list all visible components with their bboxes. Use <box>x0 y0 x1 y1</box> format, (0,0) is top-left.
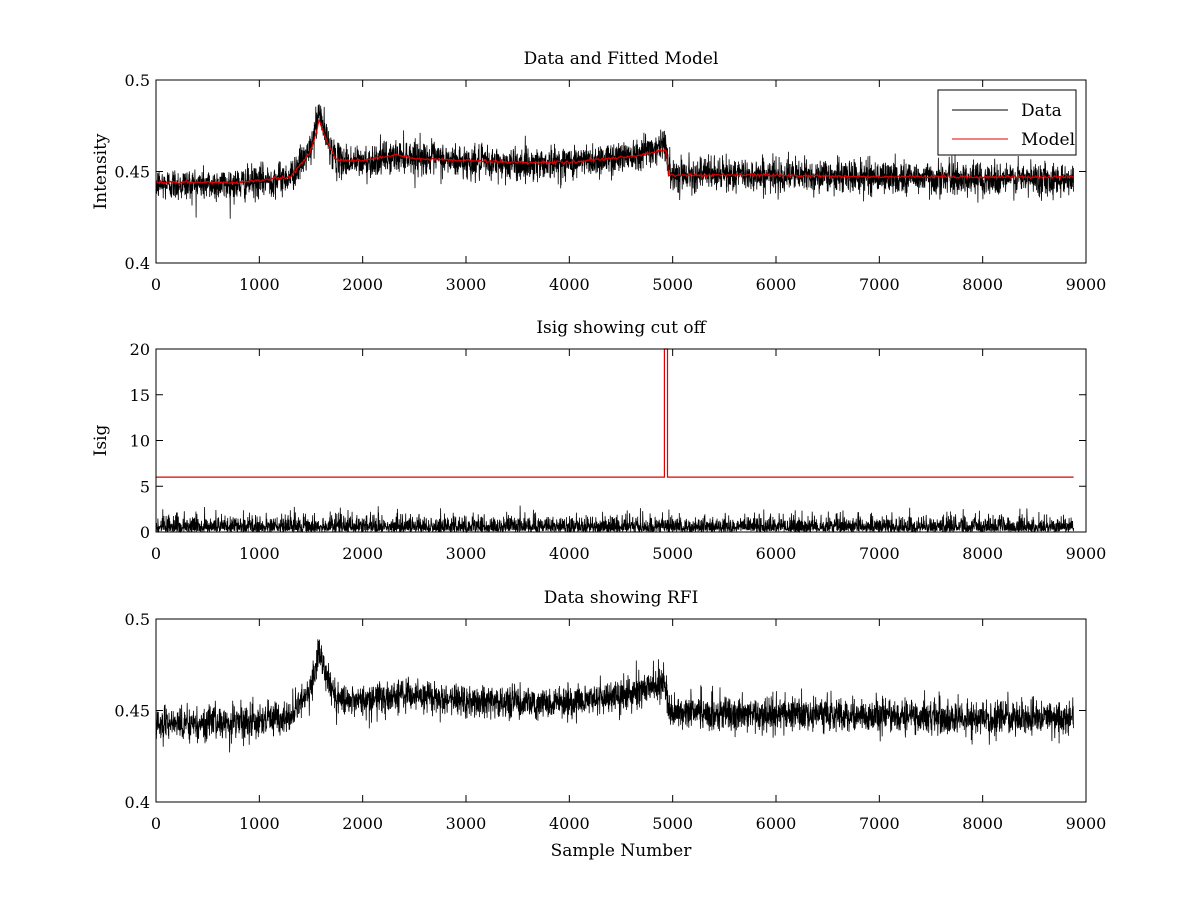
panel-0-legend: Data Model <box>937 89 1077 156</box>
x-tick-label: 1000 <box>239 275 280 294</box>
y-tick-label: 20 <box>130 340 150 359</box>
panel-2-series <box>155 639 1074 753</box>
x-tick-label: 3000 <box>446 544 487 563</box>
legend-box <box>937 89 1077 156</box>
legend-label-data: Data <box>1021 101 1062 121</box>
panel-2-xlabel: Sample Number <box>551 841 693 861</box>
panel-1-title: Isig showing cut off <box>536 318 707 338</box>
x-tick-label: 7000 <box>859 814 900 833</box>
panel-0-series <box>155 104 1074 219</box>
y-tick-label: 15 <box>130 386 150 405</box>
x-tick-label: 8000 <box>962 814 1003 833</box>
y-tick-label: 10 <box>130 432 150 451</box>
x-tick-label: 7000 <box>859 275 900 294</box>
x-tick-label: 0 <box>151 544 161 563</box>
y-tick-label: 0.5 <box>125 71 150 90</box>
x-tick-label: 9000 <box>1066 275 1107 294</box>
x-tick-label: 5000 <box>652 544 693 563</box>
panel-0-ticks: 0 1000 2000 3000 4000 5000 6000 7000 8000 9000 0.4… <box>114 71 1106 294</box>
x-tick-label: 6000 <box>756 544 797 563</box>
panel-0-ylabel: Intensity <box>91 133 111 209</box>
subplot-data-showing-rfi: 0 1000 2000 3000 4000 5000 6000 7000 8000 9000 0.4… <box>114 588 1106 861</box>
panel-1-ylabel: Isig <box>91 425 111 457</box>
series-model-line <box>155 119 1074 186</box>
y-tick-label: 0.4 <box>125 793 150 812</box>
x-tick-label: 8000 <box>962 275 1003 294</box>
panel-1-ticks: 0 1000 2000 3000 4000 5000 6000 7000 8000 9000 0 5 1… <box>130 340 1107 563</box>
x-tick-label: 5000 <box>652 814 693 833</box>
x-tick-label: 2000 <box>342 544 383 563</box>
x-tick-label: 4000 <box>549 814 590 833</box>
subplot-data-and-fitted-model: 0 1000 2000 3000 4000 5000 6000 7000 8000 9000 0.4… <box>91 49 1106 294</box>
x-tick-label: 5000 <box>652 275 693 294</box>
y-tick-label: 0.45 <box>114 163 150 182</box>
series-data-line <box>155 639 1074 753</box>
subplot-isig-showing-cut-off: 0 1000 2000 3000 4000 5000 6000 7000 8000 9000 0 5 1… <box>91 318 1106 563</box>
x-tick-label: 3000 <box>446 275 487 294</box>
x-tick-label: 3000 <box>446 814 487 833</box>
y-tick-label: 0.5 <box>125 610 150 629</box>
x-tick-label: 7000 <box>859 544 900 563</box>
x-tick-label: 9000 <box>1066 814 1107 833</box>
y-tick-label: 0.4 <box>125 254 150 273</box>
x-tick-label: 8000 <box>962 544 1003 563</box>
x-tick-label: 6000 <box>756 275 797 294</box>
x-tick-label: 1000 <box>239 814 280 833</box>
x-tick-label: 4000 <box>549 275 590 294</box>
x-tick-label: 0 <box>151 275 161 294</box>
panel-0-title: Data and Fitted Model <box>524 49 719 69</box>
x-tick-label: 9000 <box>1066 544 1107 563</box>
panel-2-title: Data showing RFI <box>544 588 699 608</box>
panel-2-ticks: 0 1000 2000 3000 4000 5000 6000 7000 8000 9000 0.4… <box>114 610 1106 833</box>
legend-label-model: Model <box>1021 130 1075 150</box>
x-tick-label: 2000 <box>342 275 383 294</box>
series-data-line <box>155 104 1074 219</box>
x-tick-label: 4000 <box>549 544 590 563</box>
x-tick-label: 0 <box>151 814 161 833</box>
x-tick-label: 2000 <box>342 814 383 833</box>
y-tick-label: 5 <box>140 477 150 496</box>
y-tick-label: 0 <box>140 523 150 542</box>
x-tick-label: 1000 <box>239 544 280 563</box>
y-tick-label: 0.45 <box>114 702 150 721</box>
x-tick-label: 6000 <box>756 814 797 833</box>
